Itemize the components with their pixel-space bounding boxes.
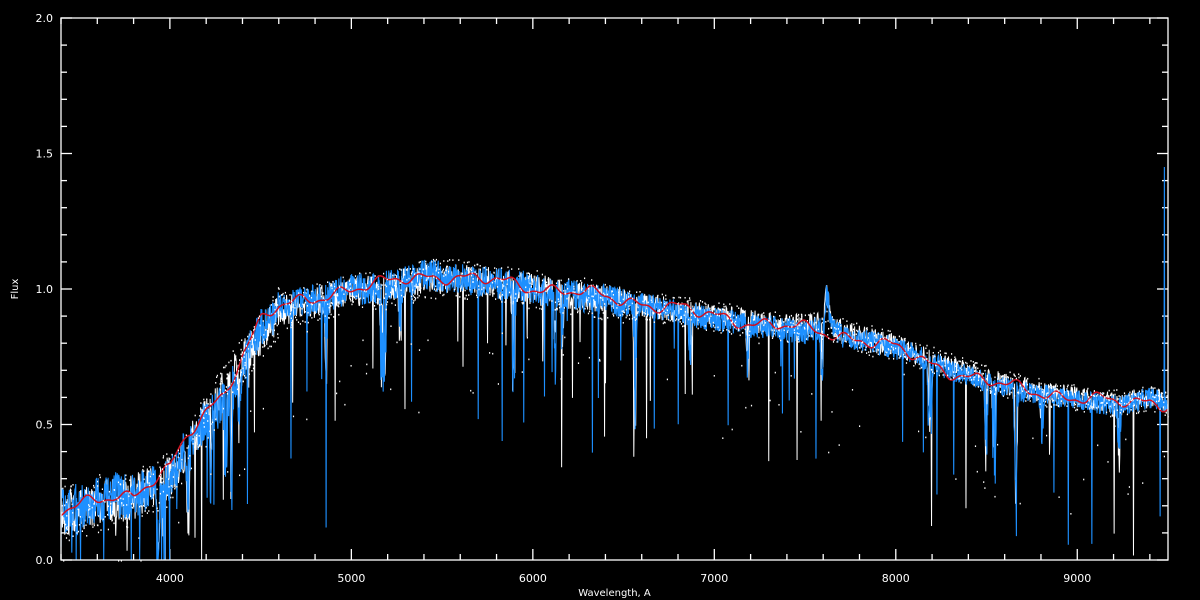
x-tick-label: 4000 [156, 572, 184, 585]
y-tick-label: 1.0 [36, 283, 54, 296]
plot-frame [60, 17, 1169, 561]
model-continuum-red [60, 272, 1169, 517]
y-axis-label: Flux [10, 279, 21, 300]
data-series-group [60, 167, 1169, 562]
axis-labels-group: 4000 5000 6000 7000 8000 9000 0.0 0.5 1.0 1.5 2.0 W… [10, 12, 1091, 599]
y-tick-label: 2.0 [36, 12, 54, 25]
y-tick-label: 1.5 [36, 148, 54, 161]
x-tick-label: 7000 [700, 572, 728, 585]
y-tick-label: 0.5 [36, 419, 54, 432]
x-tick-label: 5000 [337, 572, 365, 585]
x-tick-label: 9000 [1063, 572, 1091, 585]
x-tick-label: 8000 [882, 572, 910, 585]
x-axis-label: Wavelength, A [578, 588, 651, 599]
x-tick-label: 6000 [519, 572, 547, 585]
white-speckle-group [62, 258, 1169, 562]
y-tick-label: 0.0 [36, 554, 54, 567]
